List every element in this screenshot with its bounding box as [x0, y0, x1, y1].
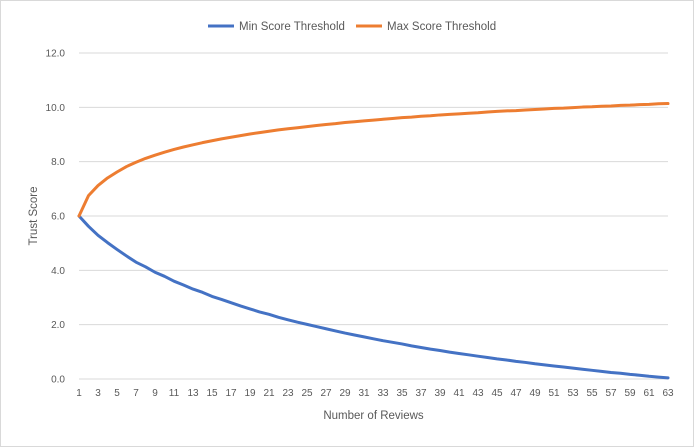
- x-tick-label: 23: [282, 388, 294, 399]
- legend: Min Score Threshold Max Score Threshold: [208, 21, 496, 33]
- series-lines: [77, 102, 670, 380]
- x-tick-label: 53: [567, 388, 579, 399]
- x-tick-label: 9: [152, 388, 158, 399]
- legend-label: Max Score Threshold: [387, 21, 496, 33]
- y-axis-ticks: 0.0 2.0 4.0 6.0 8.0 10.0 12.0: [46, 49, 66, 386]
- x-axis-ticks: 1 3 5 7 9 11 13 15 17 19 21 23 25 27 29 31 33 35 37 39 41 43 4…: [76, 388, 674, 399]
- x-tick-label: 37: [415, 388, 427, 399]
- x-tick-label: 7: [133, 388, 139, 399]
- y-tick-label: 2.0: [51, 320, 65, 331]
- x-tick-label: 41: [453, 388, 465, 399]
- x-tick-label: 31: [358, 388, 370, 399]
- series-line-max: [77, 102, 670, 218]
- x-tick-label: 59: [624, 388, 636, 399]
- y-tick-label: 10.0: [46, 103, 66, 114]
- x-tick-label: 15: [206, 388, 218, 399]
- y-tick-label: 0.0: [51, 375, 65, 386]
- x-tick-label: 47: [510, 388, 522, 399]
- x-tick-label: 1: [76, 388, 82, 399]
- x-tick-label: 21: [263, 388, 275, 399]
- x-tick-label: 45: [491, 388, 503, 399]
- x-tick-label: 29: [339, 388, 351, 399]
- y-tick-label: 4.0: [51, 266, 65, 277]
- y-tick-label: 8.0: [51, 157, 65, 168]
- x-tick-label: 35: [396, 388, 408, 399]
- series-line-min: [77, 214, 670, 380]
- x-tick-label: 3: [95, 388, 101, 399]
- x-tick-label: 57: [605, 388, 617, 399]
- x-axis-title: Number of Reviews: [323, 410, 424, 422]
- x-tick-label: 13: [187, 388, 199, 399]
- x-tick-label: 55: [586, 388, 598, 399]
- x-tick-label: 27: [320, 388, 332, 399]
- y-tick-label: 6.0: [51, 212, 65, 223]
- x-tick-label: 19: [244, 388, 256, 399]
- x-tick-label: 51: [548, 388, 560, 399]
- x-tick-label: 49: [529, 388, 541, 399]
- x-tick-label: 61: [643, 388, 655, 399]
- y-axis-title: Trust Score: [28, 186, 40, 245]
- x-tick-label: 25: [301, 388, 313, 399]
- legend-label: Min Score Threshold: [239, 21, 345, 33]
- x-tick-label: 39: [434, 388, 446, 399]
- x-tick-label: 33: [377, 388, 389, 399]
- x-tick-label: 63: [662, 388, 674, 399]
- gridlines: [79, 52, 668, 326]
- y-tick-label: 12.0: [46, 49, 66, 60]
- x-tick-label: 17: [225, 388, 237, 399]
- x-tick-label: 11: [169, 388, 180, 399]
- x-tick-label: 5: [114, 388, 120, 399]
- x-tick-label: 43: [472, 388, 484, 399]
